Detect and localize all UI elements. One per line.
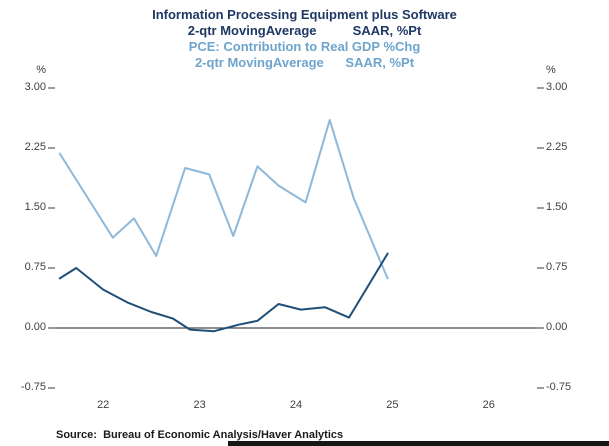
chart-title-block: Information Processing Equipment plus So… <box>0 7 609 71</box>
y-tick-label-right: 1.50 <box>546 201 568 213</box>
x-tick-label: 26 <box>482 399 495 411</box>
y-tick-label-left: 2.25 <box>24 141 46 153</box>
series-line-pce-contribution <box>58 119 389 280</box>
source-note: Source: Bureau of Economic Analysis/Have… <box>56 429 344 441</box>
y-tick-label-right: -0.75 <box>546 381 572 393</box>
y-tick-label-right: 0.75 <box>546 261 568 273</box>
y-tick-label-right: 0.00 <box>546 321 568 333</box>
bottom-edge-bar <box>228 441 609 446</box>
x-tick-label: 22 <box>97 399 110 411</box>
x-tick-label: 23 <box>193 399 206 411</box>
y-axis-unit-right: % <box>546 64 556 76</box>
chart-title-line1: Information Processing Equipment plus So… <box>152 7 457 22</box>
x-tick-label: 24 <box>289 399 303 411</box>
y-tick-label-left: -0.75 <box>20 381 46 393</box>
y-tick-label-right: 2.25 <box>546 141 568 153</box>
y-tick-label-left: 1.50 <box>24 201 46 213</box>
y-axis-unit-left: % <box>36 64 46 76</box>
y-tick-label-left: 3.00 <box>24 81 46 93</box>
y-tick-label-left: 0.00 <box>24 321 46 333</box>
y-tick-label-right: 3.00 <box>546 81 568 93</box>
x-tick-label: 25 <box>386 399 399 411</box>
chart-subtitle-line2: 2-qtr MovingAverage SAAR, %Pt <box>194 55 415 70</box>
series-line-equipment-software <box>58 252 389 333</box>
chart-subtitle-line1: PCE: Contribution to Real GDP %Chg <box>188 39 421 54</box>
chart-title-line2: 2-qtr MovingAverage SAAR, %Pt <box>187 23 422 38</box>
y-tick-label-left: 0.75 <box>24 261 46 273</box>
